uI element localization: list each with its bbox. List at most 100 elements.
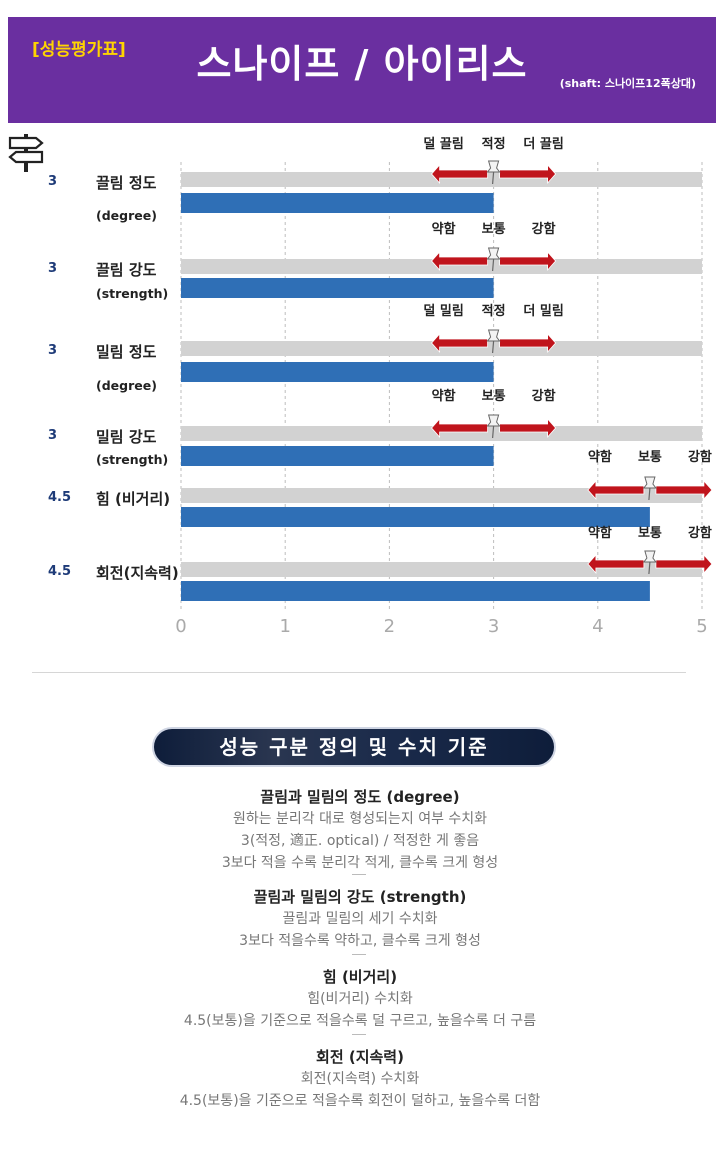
scale-label: 덜 밀림 [423,303,463,319]
definition-separator [352,954,366,955]
definition-heading: 끌림과 밀림의 정도 (degree) [260,788,460,806]
definition-separator [352,874,366,875]
track-bar [181,259,702,274]
scale-label: 덜 끌림 [423,136,463,152]
row-value: 3 [48,261,58,276]
row-value: 3 [48,343,58,358]
scale-label: 보통 [482,389,506,404]
right-arrow [499,332,557,354]
definition-line: 힘(비거리) 수치화 [307,991,413,1007]
x-tick-label: 3 [488,616,499,637]
left-arrow [431,163,488,185]
track-bar [181,426,702,441]
pin-needle [492,425,495,439]
scale-label: 더 밀림 [523,303,563,319]
row-value: 3 [48,174,58,189]
left-arrow [431,417,488,439]
page-title: 스나이프 / 아이리스 [196,42,528,86]
scale-label: 약함 [588,525,612,541]
definitions-title: 성능 구분 정의 및 수치 기준 [152,727,556,767]
signpost-icon [8,134,44,172]
row-name: 끌림 강도 [96,261,157,279]
row-subtitle: (degree) [96,378,157,393]
definition-block: 끌림과 밀림의 강도 (strength) 끌림과 밀림의 세기 수치화 3보다 적… [0,886,720,951]
x-tick-label: 1 [279,616,290,637]
pin-needle [492,340,495,354]
definition-separator [352,1034,366,1035]
left-arrow [431,250,488,272]
definition-heading: 회전 (지속력) [316,1048,404,1066]
section-divider [32,672,686,673]
pin-needle [648,487,651,501]
left-arrow [587,553,645,575]
scale-label: 약함 [432,221,456,237]
track-bar [181,488,702,503]
definition-line: 4.5(보통)을 기준으로 적을수록 회전이 덜하고, 높을수록 더함 [179,1093,541,1109]
scale-label: 약함 [588,449,612,465]
x-tick-label: 2 [384,616,395,637]
pin-icon [486,160,501,173]
scale-label: 보통 [638,526,662,541]
scale-label: 강함 [688,525,712,541]
scale-label: 더 끌림 [523,136,563,152]
pin-needle [648,561,651,575]
definition-block: 힘 (비거리) 힘(비거리) 수치화 4.5(보통)을 기준으로 적을수록 덜 구르… [0,966,720,1031]
x-tick-label: 0 [175,616,186,637]
row-name: 밀림 정도 [96,343,157,361]
scale-label: 강함 [532,221,556,237]
left-arrow [587,479,645,501]
row-name: 회전(지속력) [96,564,179,582]
definition-line: 3보다 적을 수록 분리각 적게, 클수록 크게 형성 [221,855,499,871]
row-value: 4.5 [48,490,72,505]
value-bar [181,446,494,466]
definition-heading: 끌림과 밀림의 강도 (strength) [253,888,467,906]
right-arrow [655,553,713,575]
scale-label: 강함 [532,388,556,404]
scale-label: 보통 [482,222,506,237]
definition-line: 끌림과 밀림의 세기 수치화 [282,911,438,927]
row-name: 끌림 정도 [96,174,157,192]
track-bar [181,341,702,356]
definition-block: 끌림과 밀림의 정도 (degree) 원하는 분리각 대로 형성되는지 여부 수… [0,786,720,873]
row-value: 3 [48,428,58,443]
pin-icon [486,247,501,260]
row-subtitle: (strength) [96,452,169,467]
value-bar [181,581,650,601]
left-arrow [431,332,488,354]
value-bar [181,362,494,382]
pin-icon [486,329,501,342]
right-arrow [499,417,557,439]
scale-label: 강함 [688,449,712,465]
x-tick-label: 5 [696,616,707,637]
pin-needle [492,171,495,185]
row-subtitle: (degree) [96,208,157,223]
value-bar [181,278,494,298]
row-name: 힘 (비거리) [96,490,171,508]
pin-icon [486,414,501,427]
row-value: 4.5 [48,564,72,579]
scale-label: 약함 [432,388,456,404]
definition-line: 원하는 분리각 대로 형성되는지 여부 수치화 [232,811,488,827]
header-banner: [성능평가표] 스나이프 / 아이리스 (shaft: 스나이프12폭상대) [8,17,716,123]
row-subtitle: (strength) [96,286,169,301]
pin-icon [642,476,657,489]
right-arrow [655,479,713,501]
row-name: 밀림 강도 [96,428,157,446]
definition-line: 3(적정, 適正. optical) / 적정한 게 좋음 [240,833,480,849]
track-bar [181,172,702,187]
value-bar [181,193,494,213]
right-arrow [499,163,557,185]
x-tick-label: 4 [592,616,603,637]
scale-label: 적정 [482,303,506,319]
definition-block: 회전 (지속력) 회전(지속력) 수치화 4.5(보통)을 기준으로 적을수록 회전… [0,1046,720,1111]
right-arrow [499,250,557,272]
scale-label: 보통 [638,450,662,465]
pin-icon [642,550,657,563]
shaft-note: (shaft: 스나이프12폭상대) [559,77,696,90]
definition-line: 회전(지속력) 수치화 [300,1071,420,1087]
value-bar [181,507,650,527]
track-bar [181,562,702,577]
scale-label: 적정 [482,136,506,152]
definition-heading: 힘 (비거리) [322,968,398,986]
